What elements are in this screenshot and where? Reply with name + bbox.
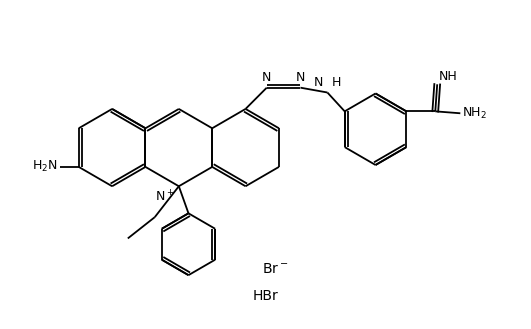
Text: NH: NH xyxy=(439,70,458,83)
Text: N: N xyxy=(314,76,323,89)
Text: N$^+$: N$^+$ xyxy=(156,189,175,204)
Text: N: N xyxy=(262,71,271,84)
Text: Br$^-$: Br$^-$ xyxy=(262,262,288,276)
Text: H: H xyxy=(331,76,340,89)
Text: NH$_2$: NH$_2$ xyxy=(463,106,487,121)
Text: HBr: HBr xyxy=(253,290,278,303)
Text: N: N xyxy=(296,71,305,84)
Text: H$_2$N: H$_2$N xyxy=(32,159,57,174)
